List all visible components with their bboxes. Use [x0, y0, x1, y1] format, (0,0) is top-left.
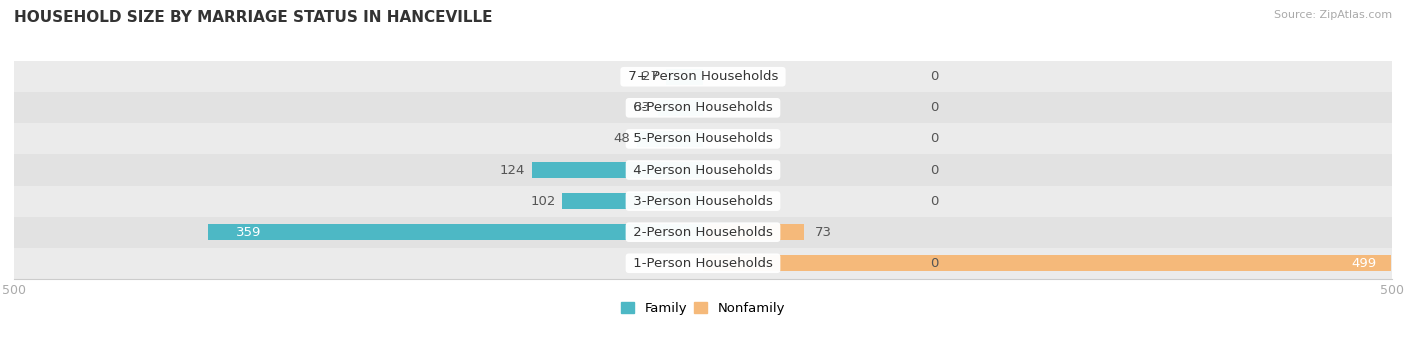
Text: 1-Person Households: 1-Person Households	[628, 257, 778, 270]
Bar	[658, 100, 703, 116]
Bar	[531, 162, 703, 178]
Text: 3-Person Households: 3-Person Households	[628, 194, 778, 208]
Text: 2-Person Households: 2-Person Households	[628, 226, 778, 239]
Bar	[703, 255, 1391, 271]
Text: 4-Person Households: 4-Person Households	[628, 164, 778, 176]
Text: Source: ZipAtlas.com: Source: ZipAtlas.com	[1274, 10, 1392, 20]
Text: 499: 499	[1351, 257, 1376, 270]
Bar	[703, 224, 804, 240]
Bar	[14, 248, 1392, 279]
Bar	[14, 186, 1392, 217]
Text: 27: 27	[643, 70, 659, 83]
Text: 0: 0	[931, 194, 939, 208]
Text: 359: 359	[236, 226, 262, 239]
Bar	[14, 61, 1392, 92]
Bar	[14, 217, 1392, 248]
Text: 48: 48	[613, 132, 630, 146]
Text: 33: 33	[634, 101, 651, 114]
Text: 7+ Person Households: 7+ Person Households	[624, 70, 782, 83]
Text: 0: 0	[931, 101, 939, 114]
Bar	[14, 123, 1392, 154]
Bar	[637, 131, 703, 147]
Bar	[14, 92, 1392, 123]
Text: 0: 0	[931, 164, 939, 176]
Bar	[208, 224, 703, 240]
Text: HOUSEHOLD SIZE BY MARRIAGE STATUS IN HANCEVILLE: HOUSEHOLD SIZE BY MARRIAGE STATUS IN HAN…	[14, 10, 492, 25]
Text: 0: 0	[931, 70, 939, 83]
Text: 5-Person Households: 5-Person Households	[628, 132, 778, 146]
Legend: Family, Nonfamily: Family, Nonfamily	[616, 296, 790, 320]
Bar	[562, 193, 703, 209]
Bar	[666, 69, 703, 85]
Bar	[14, 154, 1392, 186]
Text: 124: 124	[501, 164, 526, 176]
Text: 0: 0	[931, 132, 939, 146]
Text: 6-Person Households: 6-Person Households	[628, 101, 778, 114]
Text: 73: 73	[814, 226, 831, 239]
Text: 0: 0	[931, 257, 939, 270]
Text: 102: 102	[530, 194, 555, 208]
